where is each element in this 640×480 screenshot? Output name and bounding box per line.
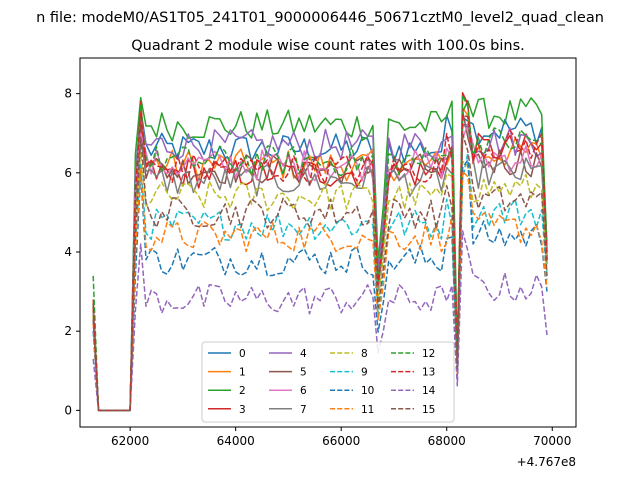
legend-label-7: 7: [300, 404, 307, 416]
legend-label-8: 8: [361, 348, 368, 360]
x-offset-label: +4.767e8: [517, 455, 576, 469]
legend-label-9: 9: [361, 367, 368, 379]
series-line-14: [92, 230, 548, 412]
axes: 62000 64000 66000 68000 70000 0 2 4 6 8: [64, 87, 571, 448]
plot-frame: [79, 57, 577, 428]
x-tick-label: 70000: [533, 434, 571, 448]
legend-label-15: 15: [422, 404, 435, 416]
legend-label-1: 1: [239, 367, 246, 379]
y-tick-label: 4: [64, 245, 72, 259]
series-lines: [92, 92, 548, 412]
legend-label-6: 6: [300, 385, 307, 397]
y-tick-label: 8: [64, 87, 72, 101]
legend-label-14: 14: [422, 385, 436, 397]
legend-label-11: 11: [361, 404, 374, 416]
x-tick-label: 68000: [428, 434, 466, 448]
series-line-8: [92, 152, 548, 412]
legend-label-10: 10: [361, 385, 374, 397]
legend-label-12: 12: [422, 348, 435, 360]
x-tick-label: 66000: [322, 434, 360, 448]
legend-label-2: 2: [239, 385, 246, 397]
figure-suptitle: n file: modeM0/AS1T05_241T01_9000006446_…: [36, 10, 604, 26]
legend-label-13: 13: [422, 367, 435, 379]
series-line-10: [92, 159, 548, 412]
x-tick-label: 64000: [217, 434, 255, 448]
chart-title: Quadrant 2 module wise count rates with …: [131, 38, 525, 54]
series-line-11: [92, 168, 548, 412]
y-tick-label: 2: [64, 324, 72, 338]
series-line-2: [92, 96, 548, 412]
series-line-15: [92, 132, 548, 412]
series-line-12: [92, 94, 548, 412]
legend-box: [201, 341, 455, 423]
y-tick-label: 0: [64, 403, 72, 417]
legend-label-3: 3: [239, 404, 246, 416]
x-tick-label: 62000: [111, 434, 149, 448]
legend-label-5: 5: [300, 367, 307, 379]
series-line-13: [92, 112, 548, 412]
legend-label-4: 4: [300, 348, 307, 360]
y-tick-label: 6: [64, 166, 72, 180]
legend-label-0: 0: [239, 348, 246, 360]
